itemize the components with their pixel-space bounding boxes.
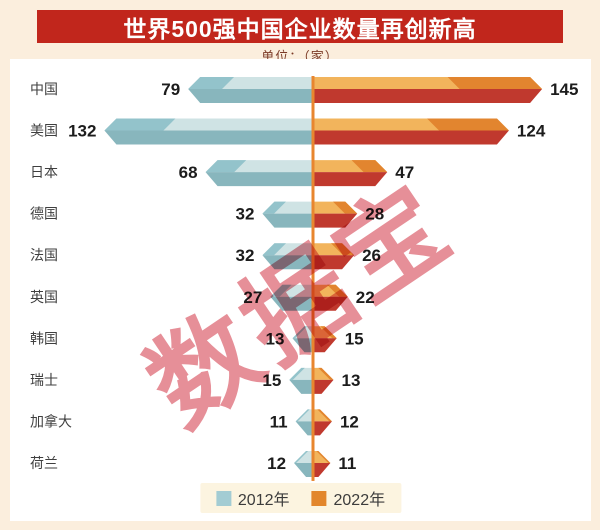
bar-2012-front — [289, 379, 313, 394]
country-label: 中国 — [30, 81, 58, 97]
bar-2012-top-shade — [104, 118, 176, 131]
value-2012: 12 — [267, 454, 286, 473]
bar-2022-top-shade — [331, 243, 355, 256]
bar-2012-front — [295, 421, 313, 436]
title-banner: 世界500强中国企业数量再创新高 — [37, 10, 563, 43]
chart-panel: 中国 79 145 美国 132 124 日本 68 47 德国 32 28 法国 32 26 英国 27 22 韩… — [10, 59, 591, 521]
bar-2012-front — [188, 89, 313, 103]
country-label: 英国 — [30, 289, 58, 305]
bar-2012-front — [205, 172, 313, 187]
country-label: 日本 — [30, 164, 58, 180]
bar-2012-top-shade — [270, 284, 292, 297]
bar-2022-top-shade — [320, 326, 337, 339]
bar-2022-front — [313, 462, 331, 477]
value-2012: 68 — [179, 163, 198, 182]
bar-2012-top-shade — [188, 77, 235, 89]
value-2012: 79 — [161, 80, 180, 99]
value-2012: 132 — [68, 122, 96, 141]
bar-2022-top-shade — [447, 77, 543, 89]
value-2012: 27 — [243, 288, 262, 307]
bar-2022-front — [313, 255, 355, 270]
bar-2012-front — [294, 462, 313, 477]
value-2012: 32 — [236, 246, 255, 265]
bar-2012-top-shade — [205, 160, 247, 173]
country-label: 韩国 — [30, 330, 58, 346]
value-2022: 26 — [362, 246, 381, 265]
bar-2022-front — [313, 172, 388, 187]
bar-2022-top-shade — [316, 450, 331, 463]
value-2022: 124 — [517, 122, 546, 141]
legend-item-2012: 2012年 — [215, 486, 290, 510]
value-2022: 15 — [345, 329, 364, 348]
country-label: 荷兰 — [30, 455, 58, 471]
bar-2022-front — [313, 296, 348, 311]
bar-2012-top-shade — [292, 326, 308, 339]
country-label: 法国 — [30, 247, 58, 263]
value-2012: 32 — [236, 205, 255, 224]
bar-2012-front — [292, 338, 313, 353]
bar-2012-top-shade — [262, 243, 287, 256]
legend-swatch-2012 — [215, 490, 231, 506]
diverging-bar-chart: 中国 79 145 美国 132 124 日本 68 47 德国 32 28 法国 32 26 英国 27 22 韩… — [30, 76, 578, 481]
center-axis-line — [311, 76, 315, 481]
bar-2012-top-shade — [262, 201, 287, 214]
country-label: 德国 — [30, 206, 58, 222]
bar-2012-top-shade — [295, 409, 310, 422]
bar-2022-front — [313, 130, 509, 145]
value-2012: 13 — [266, 329, 285, 348]
value-2012: 15 — [262, 371, 281, 390]
bar-2022-front — [313, 379, 334, 394]
value-2022: 47 — [395, 163, 414, 182]
value-2022: 145 — [550, 80, 578, 99]
bar-2022-front — [313, 421, 332, 436]
bar-2012-top-shade — [294, 450, 309, 463]
bar-2012-front — [262, 213, 313, 228]
page-title: 世界500强中国企业数量再创新高 — [123, 15, 477, 42]
bar-2022-top-shade — [332, 201, 358, 214]
bar-2022-top-shade — [427, 118, 509, 131]
bar-2022-top-shade — [327, 284, 348, 297]
bar-2012-front — [262, 255, 313, 270]
bar-2022-front — [313, 338, 337, 353]
bar-2022-front — [313, 89, 543, 103]
country-label: 瑞士 — [30, 372, 58, 388]
bar-2022-top-shade — [318, 367, 334, 380]
value-2022: 28 — [365, 205, 384, 224]
value-2022: 22 — [356, 288, 375, 307]
legend-label-2022: 2022年 — [333, 492, 386, 509]
chart-legend: 2012年 2022年 — [199, 483, 402, 513]
value-2012: 11 — [270, 412, 288, 431]
legend-label-2012: 2012年 — [237, 492, 290, 509]
bar-2022-front — [313, 213, 358, 228]
bar-2012-top-shade — [289, 367, 305, 380]
country-label: 加拿大 — [30, 413, 72, 429]
country-label: 美国 — [30, 123, 58, 139]
legend-item-2022: 2022年 — [311, 486, 386, 510]
value-2022: 13 — [342, 371, 361, 390]
value-2022: 12 — [340, 412, 359, 431]
bar-2022-top-shade — [351, 160, 388, 173]
legend-swatch-2022 — [311, 490, 327, 506]
bar-2012-front — [104, 130, 313, 145]
bar-2022-top-shade — [317, 409, 332, 422]
value-2022: 11 — [338, 454, 356, 473]
bar-2012-front — [270, 296, 313, 311]
